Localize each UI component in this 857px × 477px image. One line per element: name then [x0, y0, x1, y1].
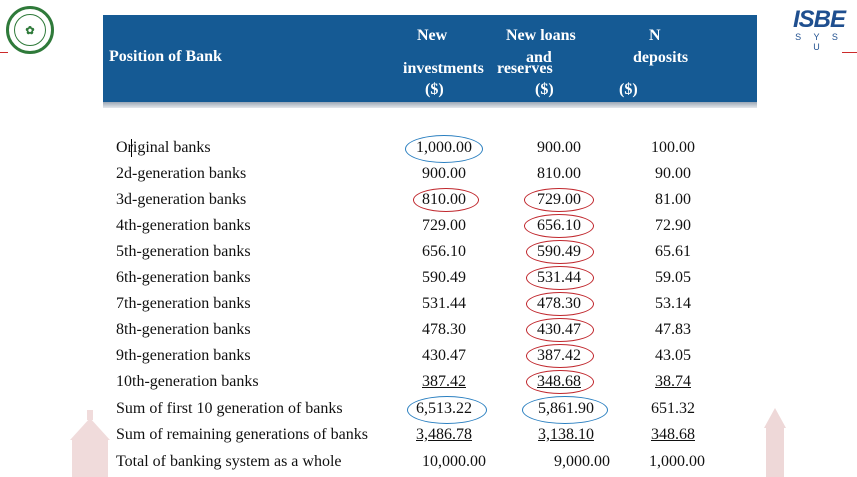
table-row: Sum of remaining generations of banks 3,…: [0, 425, 857, 449]
table-row: Total of banking system as a whole 10,00…: [0, 452, 857, 476]
isbe-logo-letters: ISBE: [792, 6, 846, 33]
row-new-investments: 430.47: [422, 347, 466, 364]
row-new-loans-reserves: 590.49: [537, 243, 581, 260]
row-label: Total of banking system as a whole: [116, 453, 342, 470]
table-row: 3d-generation banks 810.00 729.00 81.00: [0, 190, 857, 214]
header-col3-line2: deposits: [633, 49, 689, 66]
row-new-investments: 10,000.00: [422, 453, 486, 470]
row-new-loans-reserves: 531.44: [537, 269, 581, 286]
row-new-loans-reserves: 478.30: [537, 295, 581, 312]
row-new-deposits: 651.32: [651, 400, 695, 417]
tower-watermark-right: [764, 408, 786, 477]
row-new-investments: 3,486.78: [416, 426, 472, 443]
table-header-bar: Position of Bank New investments ($) New…: [103, 15, 757, 108]
row-new-deposits: 53.14: [655, 295, 691, 312]
table-row: 7th-generation banks 531.44 478.30 53.14: [0, 294, 857, 318]
row-new-loans-reserves: 9,000.00: [554, 453, 610, 470]
row-new-investments: 387.42: [422, 373, 466, 390]
row-new-deposits: 100.00: [651, 139, 695, 156]
header-shadow: [103, 102, 757, 108]
row-new-investments: 590.49: [422, 269, 466, 286]
row-new-deposits: 90.00: [655, 165, 691, 182]
table-row: 4th-generation banks 729.00 656.10 72.90: [0, 216, 857, 240]
row-new-investments: 478.30: [422, 321, 466, 338]
header-position-of-bank: Position of Bank: [109, 48, 222, 65]
university-seal-logo: ✿: [6, 6, 54, 54]
building-watermark-left: [70, 410, 110, 477]
row-new-deposits: 38.74: [655, 373, 691, 390]
row-label: 5th-generation banks: [116, 243, 251, 260]
row-label: 2d-generation banks: [116, 165, 247, 182]
table-row: 5th-generation banks 656.10 590.49 65.61: [0, 242, 857, 266]
header-col1-unit: ($): [425, 81, 444, 98]
row-label: 9th-generation banks: [116, 347, 251, 364]
row-label: Original banks: [116, 139, 211, 156]
text-cursor: [131, 139, 132, 157]
table-row: 9th-generation banks 430.47 387.42 43.05: [0, 346, 857, 370]
isbe-logo-subtitle: S Y S U: [795, 32, 843, 52]
row-new-loans-reserves: 430.47: [537, 321, 581, 338]
row-label: 3d-generation banks: [116, 191, 247, 208]
header-col2-unit: ($): [535, 81, 554, 98]
row-new-loans-reserves: 810.00: [537, 165, 581, 182]
row-new-loans-reserves: 900.00: [537, 139, 581, 156]
left-accent-rule: [0, 52, 8, 53]
row-new-loans-reserves: 348.68: [537, 373, 581, 390]
row-label: 8th-generation banks: [116, 321, 251, 338]
row-new-deposits: 43.05: [655, 347, 691, 364]
row-label: 4th-generation banks: [116, 217, 251, 234]
header-col2-line1: New loans: [506, 27, 576, 44]
row-new-deposits: 72.90: [655, 217, 691, 234]
table-row: 6th-generation banks 590.49 531.44 59.05: [0, 268, 857, 292]
row-new-loans-reserves: 387.42: [537, 347, 581, 364]
row-label: 10th-generation banks: [116, 373, 259, 390]
table-row: 2d-generation banks 900.00 810.00 90.00: [0, 164, 857, 188]
row-new-investments: 729.00: [422, 217, 466, 234]
header-col2-line2: and: [526, 49, 552, 66]
row-new-deposits: 65.61: [655, 243, 691, 260]
header-col1-line1: New: [417, 27, 448, 44]
row-new-deposits: 348.68: [651, 426, 695, 443]
row-new-investments: 900.00: [422, 165, 466, 182]
header-col1-line2: investments: [403, 60, 484, 77]
row-new-deposits: 59.05: [655, 269, 691, 286]
seal-center-icon: ✿: [14, 14, 46, 46]
row-new-loans-reserves: 5,861.90: [538, 400, 594, 417]
row-new-investments: 656.10: [422, 243, 466, 260]
row-new-deposits: 47.83: [655, 321, 691, 338]
row-label: 6th-generation banks: [116, 269, 251, 286]
row-label: Sum of remaining generations of banks: [116, 426, 368, 443]
row-new-deposits: 1,000.00: [649, 453, 705, 470]
table-row: Original banks 1,000.00 900.00 100.00: [0, 138, 857, 162]
row-new-investments: 531.44: [422, 295, 466, 312]
right-accent-rule: [842, 52, 857, 53]
row-new-loans-reserves: 656.10: [537, 217, 581, 234]
row-label: Sum of first 10 generation of banks: [116, 400, 343, 417]
row-new-investments: 6,513.22: [416, 400, 472, 417]
header-col2-line3: reserves: [497, 60, 553, 77]
row-new-deposits: 81.00: [655, 191, 691, 208]
row-new-loans-reserves: 3,138.10: [538, 426, 594, 443]
row-new-investments: 1,000.00: [416, 139, 472, 156]
table-row: Sum of first 10 generation of banks 6,51…: [0, 399, 857, 423]
row-new-investments: 810.00: [422, 191, 466, 208]
table-row: 8th-generation banks 478.30 430.47 47.83: [0, 320, 857, 344]
header-col3-unit: ($): [619, 81, 638, 98]
row-label: 7th-generation banks: [116, 295, 251, 312]
table-row: 10th-generation banks 387.42 348.68 38.7…: [0, 372, 857, 396]
row-new-loans-reserves: 729.00: [537, 191, 581, 208]
header-col3-line1: N: [649, 27, 661, 44]
isbe-logo: ISBE S Y S U: [786, 6, 852, 53]
